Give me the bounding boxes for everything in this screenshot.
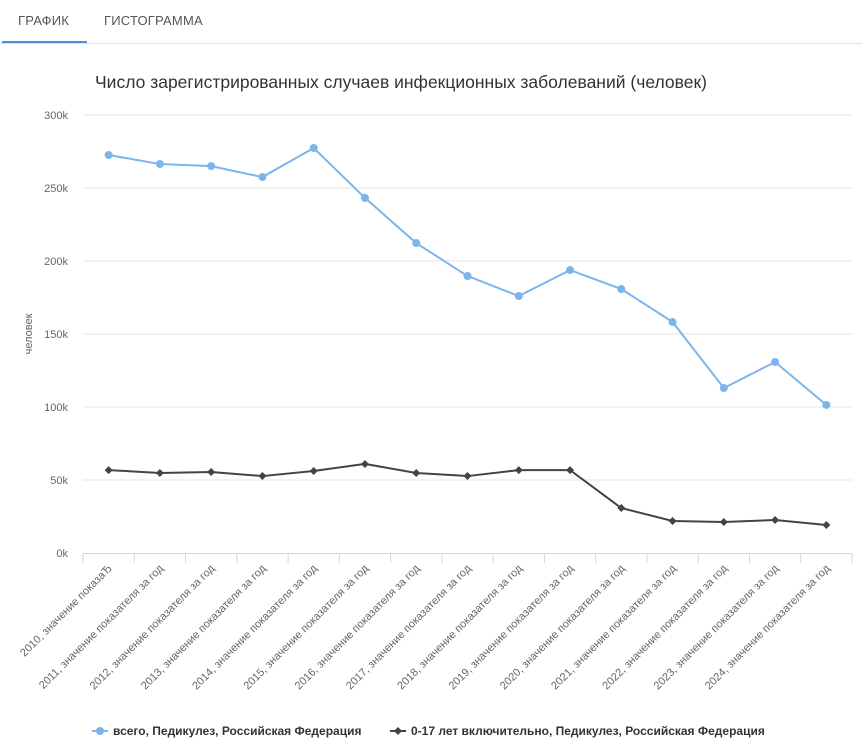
data-point[interactable]: [463, 272, 472, 281]
data-point[interactable]: [104, 466, 113, 475]
x-tick-label: 2010, значение показаЂ: [18, 563, 115, 660]
legend-label-total: всего, Педикулез, Российская Федерация: [113, 724, 362, 738]
data-point[interactable]: [514, 466, 523, 475]
data-point[interactable]: [566, 266, 575, 275]
legend-item-total[interactable]: всего, Педикулез, Российская Федерация: [92, 724, 361, 738]
y-tick-label: 200k: [44, 256, 68, 268]
y-tick-label: 100k: [44, 402, 68, 414]
chart-view-tabs: ГРАФИК ГИСТОГРАММА: [0, 0, 862, 44]
data-point[interactable]: [412, 239, 421, 248]
data-point[interactable]: [258, 472, 267, 481]
tab-histogram[interactable]: ГИСТОГРАММА: [104, 13, 203, 28]
data-point[interactable]: [309, 466, 318, 475]
data-point[interactable]: [668, 318, 677, 327]
data-point[interactable]: [207, 467, 216, 476]
active-tab-indicator: [2, 41, 87, 43]
y-axis-title: человек: [23, 313, 35, 354]
data-point[interactable]: [719, 384, 728, 393]
y-tick-label: 300k: [44, 110, 68, 122]
data-point[interactable]: [412, 468, 421, 477]
data-point[interactable]: [207, 162, 216, 171]
data-point[interactable]: [514, 292, 523, 301]
diamond-marker-icon: [390, 727, 406, 735]
legend-item-children[interactable]: 0-17 лет включительно, Педикулез, Россий…: [390, 724, 765, 738]
y-tick-label: 50k: [50, 475, 68, 487]
data-point[interactable]: [360, 193, 369, 202]
legend-label-children: 0-17 лет включительно, Педикулез, Россий…: [411, 724, 765, 738]
y-tick-label: 150k: [44, 329, 68, 341]
data-point[interactable]: [463, 472, 472, 481]
data-point[interactable]: [309, 143, 318, 152]
data-point[interactable]: [617, 504, 626, 513]
data-point[interactable]: [258, 173, 267, 182]
circle-marker-icon: [92, 727, 108, 735]
data-point[interactable]: [771, 516, 780, 525]
data-point[interactable]: [668, 517, 677, 526]
data-point[interactable]: [104, 151, 113, 160]
data-point[interactable]: [155, 160, 164, 169]
data-point[interactable]: [155, 468, 164, 477]
data-point[interactable]: [822, 520, 831, 529]
tab-chart[interactable]: ГРАФИК: [18, 13, 70, 28]
data-point[interactable]: [360, 459, 369, 468]
y-tick-label: 0k: [56, 548, 68, 560]
data-point[interactable]: [822, 400, 831, 409]
chart-title: Число зарегистрированных случаев инфекци…: [95, 72, 707, 92]
y-tick-label: 250k: [44, 183, 68, 195]
data-point[interactable]: [719, 518, 728, 527]
data-point[interactable]: [617, 285, 626, 294]
data-point[interactable]: [566, 466, 575, 475]
data-point[interactable]: [771, 358, 780, 367]
